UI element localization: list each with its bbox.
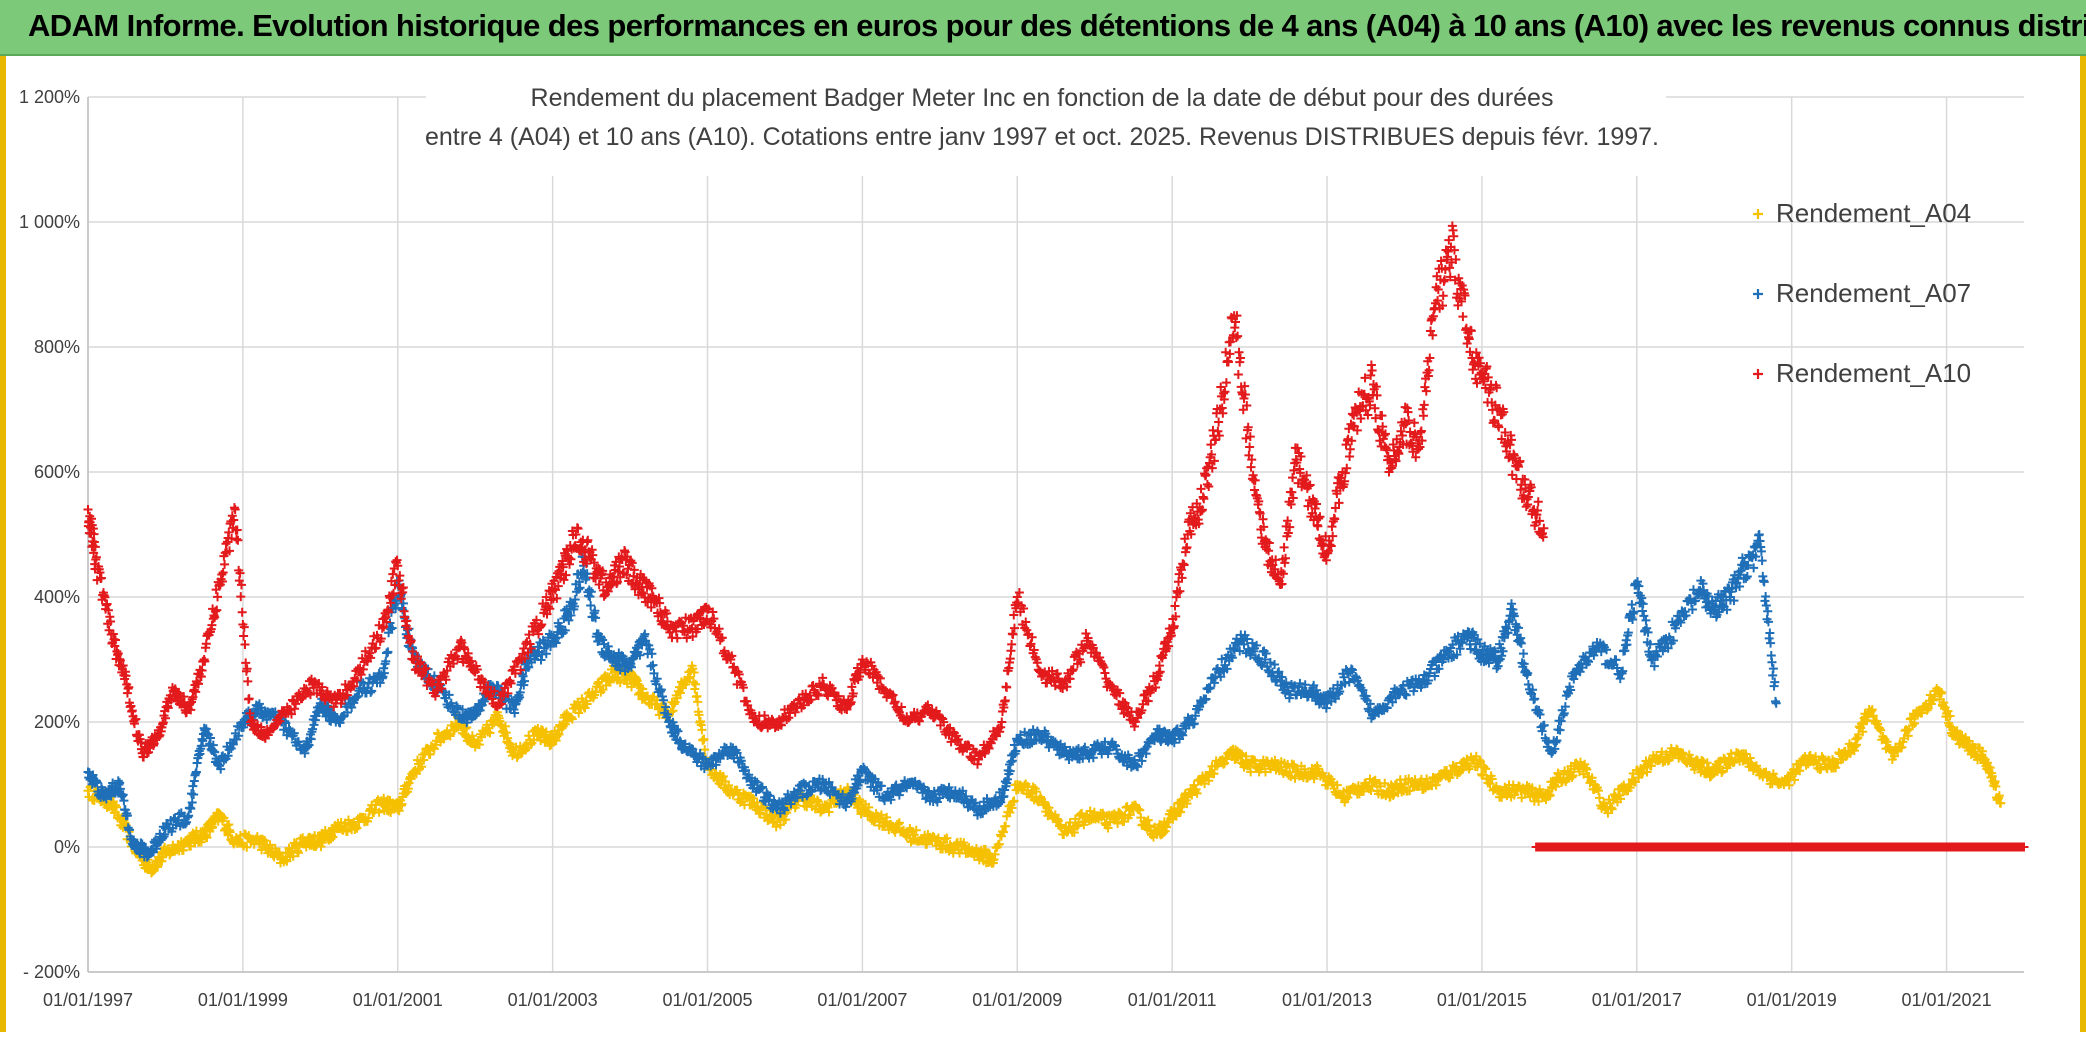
data-point [1551,738,1560,747]
x-axis-ticks: 01/01/1997 01/01/1999 01/01/2001 01/01/2003… [43,990,1992,1010]
data-point [188,782,197,791]
chart-frame: - 200% 0% 200% 400% 600% 800% 1 000% 1 200% 01/… [0,56,2086,1032]
data-point [542,649,551,658]
data-point [673,634,682,643]
data-point [1772,699,1781,708]
data-point [693,697,702,706]
data-point [656,687,665,696]
y-tick-label: - 200% [23,962,80,982]
data-point [583,536,592,545]
data-point [245,694,254,703]
data-point [213,592,222,601]
data-point [1766,639,1775,648]
data-point [189,790,198,799]
y-tick-label: 800% [34,337,80,357]
data-point [236,592,245,601]
data-point [1524,680,1533,689]
x-tick-label: 01/01/2019 [1747,990,1837,1010]
data-point [1209,674,1218,683]
data-point [237,580,246,589]
data-point [1507,599,1516,608]
data-point [200,657,209,666]
data-point [1432,781,1441,790]
data-point [912,826,921,835]
data-point [103,599,112,608]
data-point [1556,726,1565,735]
data-point [682,633,691,642]
data-point [1761,592,1770,601]
x-tick-label: 01/01/2005 [662,990,752,1010]
data-point [1767,658,1776,667]
gridlines [88,97,2024,972]
data-point [220,560,229,569]
data-points [84,221,2029,877]
y-tick-label: 200% [34,712,80,732]
x-tick-label: 01/01/2021 [1902,990,1992,1010]
banner-title: ADAM Informe. Evolution historique des p… [28,8,2086,44]
x-tick-label: 01/01/1999 [198,990,288,1010]
data-point [1765,629,1774,638]
data-point [1641,616,1650,625]
data-point [1763,607,1772,616]
data-point [585,592,594,601]
y-tick-label: 1 200% [19,87,80,107]
data-point [233,536,242,545]
scatter-chart: - 200% 0% 200% 400% 600% 800% 1 000% 1 200% 01/… [6,56,2080,1032]
data-point [1831,763,1840,772]
data-point [809,681,818,690]
data-point [238,608,247,617]
header-banner: ADAM Informe. Evolution historique des p… [0,0,2086,56]
data-point [1595,793,1604,802]
x-tick-label: 01/01/2007 [817,990,907,1010]
series-Rendement_A10 [84,221,1549,768]
y-tick-label: 0% [54,837,80,857]
y-tick-label: 400% [34,587,80,607]
data-point [1769,664,1778,673]
x-tick-label: 01/01/1997 [43,990,133,1010]
x-tick-label: 01/01/2011 [1128,990,1217,1010]
data-point [647,649,656,658]
data-point [239,632,248,641]
x-tick-label: 01/01/2009 [972,990,1062,1010]
data-point [232,535,241,544]
data-point [1559,711,1568,720]
data-point [84,505,93,514]
x-tick-label: 01/01/2001 [353,990,443,1010]
data-point [1760,577,1769,586]
data-point [697,725,706,734]
data-point [1639,611,1648,620]
data-point [388,570,397,579]
data-point [243,677,252,686]
data-point [186,804,195,813]
y-axis-ticks: - 200% 0% 200% 400% 600% 800% 1 000% 1 200% [19,87,80,982]
data-point [1519,649,1528,658]
y-tick-label: 1 000% [19,212,80,232]
y-tick-label: 600% [34,462,80,482]
data-point [1557,717,1566,726]
data-point [1762,601,1771,610]
x-tick-label: 01/01/2017 [1592,990,1682,1010]
data-point [240,640,249,649]
data-point [1627,600,1636,609]
data-point [383,647,392,656]
data-point [219,568,228,577]
data-point [648,661,657,670]
x-tick-label: 01/01/2003 [508,990,598,1010]
x-tick-label: 01/01/2015 [1437,990,1527,1010]
x-tick-label: 01/01/2013 [1282,990,1372,1010]
data-point [691,680,700,689]
